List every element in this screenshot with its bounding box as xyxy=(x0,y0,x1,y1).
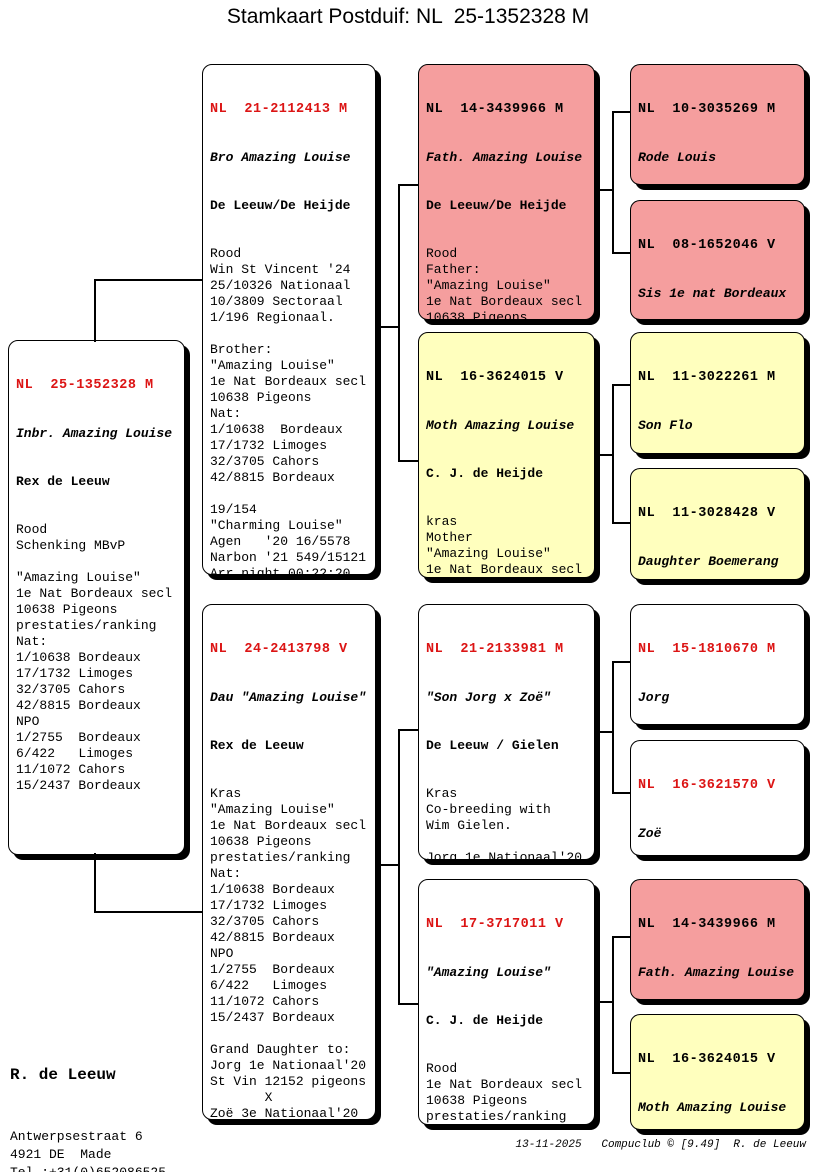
pigeon-name: "Son Jorg x Zoë" xyxy=(426,690,551,705)
ring-number: NL 14-3439966 M xyxy=(638,917,776,932)
connector-line xyxy=(398,729,400,1005)
pedigree-box-g3-3: NL 21-2133981 M "Son Jorg x Zoë" De Leeu… xyxy=(418,604,595,860)
pigeon-details: Rood 1e Nat Bordeaux secl 10638 Pigeons … xyxy=(426,1061,583,1124)
ring-number: NL 21-2133981 M xyxy=(426,642,564,657)
pigeon-owner: C. J. de Heijde xyxy=(426,466,544,481)
connector-line xyxy=(376,326,400,328)
connector-line xyxy=(612,1072,630,1074)
pedigree-box-subject: NL 25-1352328 M Inbr. Amazing Louise Rex… xyxy=(8,340,185,855)
ring-number: NL 21-2112413 M xyxy=(210,102,348,117)
connector-line xyxy=(595,731,614,733)
pedigree-box-g3-1: NL 14-3439966 M Fath. Amazing Louise De … xyxy=(418,64,595,320)
connector-line xyxy=(595,189,614,191)
connector-line xyxy=(612,111,630,113)
pigeon-name: Jorg xyxy=(638,690,670,705)
software-credits: 13-11-2025 Compuclub © [9.49] R. de Leeu… xyxy=(515,1139,806,1151)
connector-line xyxy=(612,661,614,794)
connector-line xyxy=(94,911,202,913)
pigeon-name: Inbr. Amazing Louise xyxy=(16,426,173,441)
fancier-name: R. de Leeuw xyxy=(10,1066,116,1084)
pigeon-name: Sis 1e nat Bordeaux xyxy=(638,286,787,301)
ring-number: NL 15-1810670 M xyxy=(638,642,776,657)
pedigree-box-g4-8: NL 16-3624015 V Moth Amazing Louise C. J… xyxy=(630,1014,805,1130)
pedigree-box-sire: NL 21-2112413 M Bro Amazing Louise De Le… xyxy=(202,64,376,575)
pigeon-details: Kras Co-breeding with Wim Gielen. Jorg 1… xyxy=(426,786,583,860)
pigeon-name: Fath. Amazing Louise xyxy=(426,150,583,165)
pedigree-box-g4-4: NL 11-3028428 V Daughter Boemerang C. J.… xyxy=(630,468,805,580)
ring-number: NL 08-1652046 V xyxy=(638,238,776,253)
pedigree-box-g4-7: NL 14-3439966 M Fath. Amazing Louise De … xyxy=(630,879,805,1000)
pigeon-owner: De Leeuw / Gielen xyxy=(426,738,559,753)
pigeon-owner: De Leeuw/De Heijde xyxy=(210,198,351,213)
connector-line xyxy=(398,184,400,462)
pedigree-box-dam: NL 24-2413798 V Dau "Amazing Louise" Rex… xyxy=(202,604,376,1120)
pigeon-name: Bro Amazing Louise xyxy=(210,150,351,165)
connector-line xyxy=(612,936,630,938)
ring-number: NL 10-3035269 M xyxy=(638,102,776,117)
fancier-address-block: R. de Leeuw Antwerpsestraat 6 4921 DE Ma… xyxy=(10,1030,166,1172)
connector-line xyxy=(398,729,418,731)
ring-number: NL 14-3439966 M xyxy=(426,102,564,117)
pigeon-name: "Amazing Louise" xyxy=(426,965,551,980)
ring-number: NL 25-1352328 M xyxy=(16,378,154,393)
ring-number: NL 24-2413798 V xyxy=(210,642,348,657)
ring-number: NL 16-3624015 V xyxy=(638,1052,776,1067)
connector-line xyxy=(612,936,614,1074)
pigeon-name: Zoë xyxy=(638,826,662,841)
ring-number: NL 11-3022261 M xyxy=(638,370,776,385)
pedigree-box-g4-6: NL 16-3621570 V Zoë Rex de Leeuw Kras St… xyxy=(630,740,805,856)
connector-line xyxy=(612,384,614,524)
pigeon-name: Daughter Boemerang xyxy=(638,554,779,569)
page-title: Stamkaart Postduif: NL 25-1352328 M xyxy=(226,5,590,28)
pedigree-box-g3-2: NL 16-3624015 V Moth Amazing Louise C. J… xyxy=(418,332,595,578)
ring-number: NL 16-3621570 V xyxy=(638,778,776,793)
connector-line xyxy=(612,111,614,254)
pigeon-name: Moth Amazing Louise xyxy=(638,1100,787,1115)
pigeon-name: Dau "Amazing Louise" xyxy=(210,690,367,705)
ring-number: NL 11-3028428 V xyxy=(638,506,776,521)
pigeon-details: kras Mother "Amazing Louise" 1e Nat Bord… xyxy=(426,514,583,577)
connector-line xyxy=(595,1001,614,1003)
connector-line xyxy=(612,384,630,386)
pigeon-name: Son Flo xyxy=(638,418,693,433)
connector-line xyxy=(612,792,630,794)
ring-number: NL 16-3624015 V xyxy=(426,370,564,385)
connector-line xyxy=(398,184,418,186)
pigeon-details: Rood Win St Vincent '24 25/10326 Nationa… xyxy=(210,246,367,575)
connector-line xyxy=(94,279,202,281)
connector-line xyxy=(376,864,400,866)
ring-number: NL 17-3717011 V xyxy=(426,917,564,932)
connector-line xyxy=(398,460,418,462)
pigeon-details: Rood Schenking MBvP "Amazing Louise" 1e … xyxy=(16,522,173,793)
pedigree-box-g4-3: NL 11-3022261 M Son Flo C. Hanegraaf Kra… xyxy=(630,332,805,454)
pigeon-name: Fath. Amazing Louise xyxy=(638,965,795,980)
pigeon-name: Rode Louis xyxy=(638,150,717,165)
pedigree-box-g4-5: NL 15-1810670 M Jorg Wim Gielen Rood Sup… xyxy=(630,604,805,725)
connector-line xyxy=(94,279,96,342)
pedigree-box-g4-2: NL 08-1652046 V Sis 1e nat Bordeaux Rex … xyxy=(630,200,805,320)
pigeon-owner: C. J. de Heijde xyxy=(426,1013,544,1028)
pedigree-box-g3-4: NL 17-3717011 V "Amazing Louise" C. J. d… xyxy=(418,879,595,1125)
pigeon-owner: De Leeuw/De Heijde xyxy=(426,198,567,213)
pigeon-details: Rood Father: "Amazing Louise" 1e Nat Bor… xyxy=(426,246,583,320)
pedigree-box-g4-1: NL 10-3035269 M Rode Louis C. J. de Heij… xyxy=(630,64,805,185)
pigeon-name: Moth Amazing Louise xyxy=(426,418,575,433)
pigeon-details: Kras "Amazing Louise" 1e Nat Bordeaux se… xyxy=(210,786,367,1120)
connector-line xyxy=(612,522,630,524)
connector-line xyxy=(595,454,614,456)
connector-line xyxy=(94,853,96,913)
connector-line xyxy=(612,252,630,254)
pigeon-owner: Rex de Leeuw xyxy=(16,474,110,489)
pigeon-owner: Rex de Leeuw xyxy=(210,738,304,753)
connector-line xyxy=(612,661,630,663)
fancier-address: Antwerpsestraat 6 4921 DE Made Tel.:+31(… xyxy=(10,1129,166,1172)
connector-line xyxy=(398,1003,418,1005)
